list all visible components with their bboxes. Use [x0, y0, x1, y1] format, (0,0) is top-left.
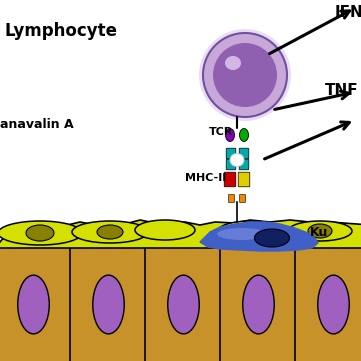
- Ellipse shape: [213, 43, 277, 107]
- Text: IFN: IFN: [335, 5, 361, 20]
- FancyBboxPatch shape: [239, 148, 249, 159]
- Ellipse shape: [288, 221, 352, 241]
- Ellipse shape: [308, 224, 332, 238]
- Text: Lymphocyte: Lymphocyte: [5, 22, 118, 40]
- Ellipse shape: [26, 225, 54, 241]
- Ellipse shape: [243, 275, 274, 334]
- FancyBboxPatch shape: [239, 159, 249, 170]
- Ellipse shape: [230, 153, 244, 166]
- Ellipse shape: [318, 275, 349, 334]
- Ellipse shape: [168, 275, 199, 334]
- FancyBboxPatch shape: [239, 195, 245, 203]
- Text: anavalin A: anavalin A: [0, 118, 74, 131]
- Polygon shape: [200, 222, 318, 251]
- Ellipse shape: [93, 275, 124, 334]
- FancyBboxPatch shape: [295, 246, 361, 361]
- Ellipse shape: [218, 221, 282, 241]
- Ellipse shape: [226, 129, 235, 142]
- Ellipse shape: [225, 56, 241, 70]
- FancyBboxPatch shape: [226, 159, 236, 170]
- Ellipse shape: [135, 220, 195, 240]
- Ellipse shape: [239, 129, 248, 142]
- FancyBboxPatch shape: [220, 246, 297, 361]
- Ellipse shape: [255, 229, 290, 247]
- Polygon shape: [0, 220, 361, 248]
- Text: TCR: TCR: [209, 127, 233, 137]
- FancyBboxPatch shape: [0, 246, 72, 361]
- FancyBboxPatch shape: [224, 172, 236, 187]
- FancyBboxPatch shape: [145, 246, 222, 361]
- Ellipse shape: [18, 275, 49, 334]
- Ellipse shape: [238, 224, 262, 238]
- Ellipse shape: [217, 228, 267, 240]
- FancyBboxPatch shape: [226, 148, 236, 159]
- Text: TNF: TNF: [325, 83, 358, 98]
- Ellipse shape: [0, 221, 82, 245]
- FancyBboxPatch shape: [70, 246, 147, 361]
- Ellipse shape: [199, 29, 291, 121]
- Ellipse shape: [97, 225, 123, 239]
- FancyBboxPatch shape: [238, 172, 250, 187]
- Text: MHC-II: MHC-II: [185, 173, 226, 183]
- FancyBboxPatch shape: [229, 195, 235, 203]
- Text: Ku: Ku: [310, 226, 328, 239]
- Ellipse shape: [72, 221, 148, 243]
- Ellipse shape: [203, 33, 287, 117]
